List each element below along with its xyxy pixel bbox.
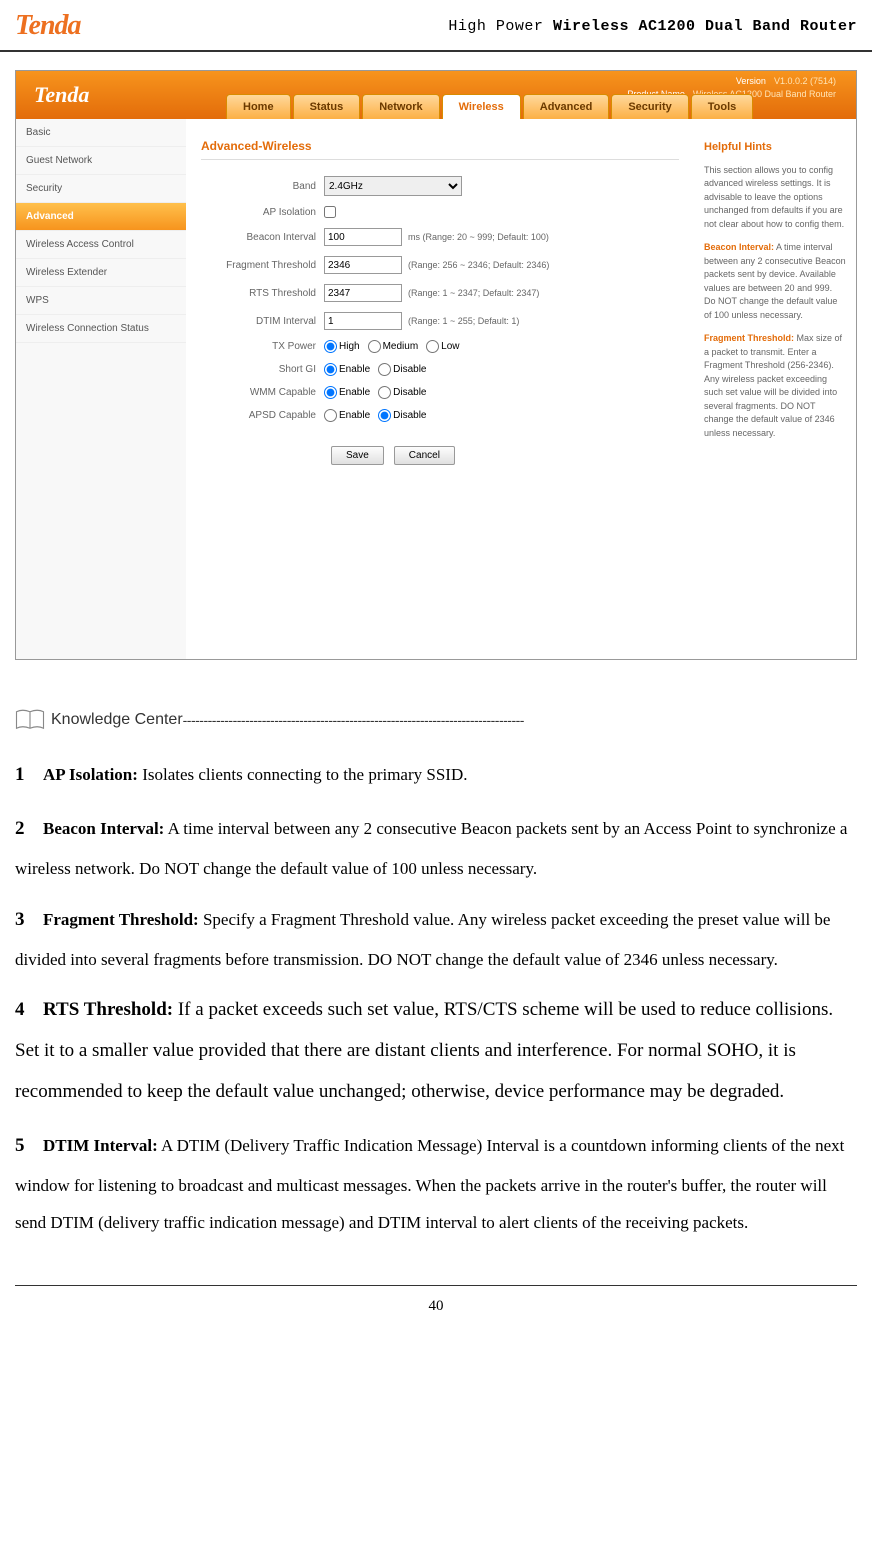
row-fragment: Fragment Threshold (Range: 256 ~ 2346; D… (201, 256, 679, 274)
main-panel: Advanced-Wireless Band 2.4GHz AP Isolati… (186, 119, 694, 659)
tx-label: TX Power (201, 341, 316, 352)
hints-title: Helpful Hints (704, 139, 846, 156)
tx-medium-radio[interactable] (368, 340, 381, 353)
ap-isolation-checkbox[interactable] (324, 206, 336, 218)
sidebar-item-basic[interactable]: Basic (16, 119, 186, 147)
sidebar-item-guest[interactable]: Guest Network (16, 147, 186, 175)
kc-dashes: ----------------------------------------… (183, 712, 524, 728)
dtim-hint: (Range: 1 ~ 255; Default: 1) (408, 316, 519, 326)
kc-list: 1AP Isolation: Isolates clients connecti… (15, 754, 857, 1241)
kc-header: Knowledge Center -----------------------… (15, 708, 857, 732)
kc-item-2: 2Beacon Interval: A time interval betwee… (15, 808, 857, 887)
tab-wireless[interactable]: Wireless (442, 94, 521, 119)
fragment-hint: (Range: 256 ~ 2346; Default: 2346) (408, 260, 549, 270)
tx-high-radio[interactable] (324, 340, 337, 353)
sidebar-item-extender[interactable]: Wireless Extender (16, 259, 186, 287)
tab-network[interactable]: Network (362, 94, 439, 119)
hints-intro: This section allows you to config advanc… (704, 164, 846, 232)
shortgi-enable-radio[interactable] (324, 363, 337, 376)
kc-item-5: 5DTIM Interval: A DTIM (Delivery Traffic… (15, 1125, 857, 1242)
tab-advanced[interactable]: Advanced (523, 94, 610, 119)
row-band: Band 2.4GHz (201, 176, 679, 196)
screenshot-logo: Tenda (34, 82, 89, 108)
fragment-input[interactable] (324, 256, 402, 274)
kc-heading: Knowledge Center (51, 711, 183, 729)
ap-isolation-label: AP Isolation (201, 207, 316, 218)
wmm-enable-radio[interactable] (324, 386, 337, 399)
tab-security[interactable]: Security (611, 94, 688, 119)
wmm-disable-radio[interactable] (378, 386, 391, 399)
sidebar-item-access[interactable]: Wireless Access Control (16, 231, 186, 259)
kc-item-1: 1AP Isolation: Isolates clients connecti… (15, 754, 857, 796)
sidebar-item-advanced[interactable]: Advanced (16, 203, 186, 231)
shortgi-disable-radio[interactable] (378, 363, 391, 376)
kc-item-4: 4RTS Threshold: If a packet exceeds such… (15, 990, 857, 1113)
band-select[interactable]: 2.4GHz (324, 176, 462, 196)
apsd-label: APSD Capable (201, 410, 316, 421)
tab-home[interactable]: Home (226, 94, 291, 119)
screenshot-body: Basic Guest Network Security Advanced Wi… (16, 119, 856, 659)
save-button[interactable]: Save (331, 446, 384, 465)
page-number: 40 (15, 1285, 857, 1335)
knowledge-center: Knowledge Center -----------------------… (0, 678, 872, 1263)
rts-input[interactable] (324, 284, 402, 302)
rts-hint: (Range: 1 ~ 2347; Default: 2347) (408, 288, 539, 298)
dtim-label: DTIM Interval (201, 316, 316, 327)
tab-status[interactable]: Status (293, 94, 361, 119)
button-row: Save Cancel (331, 446, 679, 465)
hints-fragment: Fragment Threshold: Max size of a packet… (704, 332, 846, 440)
sidebar: Basic Guest Network Security Advanced Wi… (16, 119, 186, 659)
row-tx: TX Power High Medium Low (201, 340, 679, 353)
row-beacon: Beacon Interval ms (Range: 20 ~ 999; Def… (201, 228, 679, 246)
wmm-label: WMM Capable (201, 387, 316, 398)
apsd-disable-radio[interactable] (378, 409, 391, 422)
router-screenshot: Tenda VersionV1.0.0.2 (7514) Product Nam… (15, 70, 857, 660)
row-wmm: WMM Capable Enable Disable (201, 386, 679, 399)
hints-panel: Helpful Hints This section allows you to… (694, 119, 856, 659)
shortgi-label: Short GI (201, 364, 316, 375)
row-rts: RTS Threshold (Range: 1 ~ 2347; Default:… (201, 284, 679, 302)
doc-title: High Power Wireless AC1200 Dual Band Rou… (448, 18, 857, 35)
kc-item-3: 3Fragment Threshold: Specify a Fragment … (15, 899, 857, 978)
rts-label: RTS Threshold (201, 288, 316, 299)
sidebar-item-security[interactable]: Security (16, 175, 186, 203)
brand-logo: Tenda (15, 10, 81, 42)
sidebar-item-wps[interactable]: WPS (16, 287, 186, 315)
book-icon (15, 708, 45, 732)
cancel-button[interactable]: Cancel (394, 446, 455, 465)
tx-low-radio[interactable] (426, 340, 439, 353)
beacon-input[interactable] (324, 228, 402, 246)
screenshot-header: Tenda VersionV1.0.0.2 (7514) Product Nam… (16, 71, 856, 119)
row-apsd: APSD Capable Enable Disable (201, 409, 679, 422)
tab-tools[interactable]: Tools (691, 94, 754, 119)
beacon-label: Beacon Interval (201, 232, 316, 243)
apsd-enable-radio[interactable] (324, 409, 337, 422)
band-label: Band (201, 181, 316, 192)
row-shortgi: Short GI Enable Disable (201, 363, 679, 376)
row-dtim: DTIM Interval (Range: 1 ~ 255; Default: … (201, 312, 679, 330)
main-nav: Home Status Network Wireless Advanced Se… (226, 94, 755, 119)
hints-beacon: Beacon Interval: A time interval between… (704, 241, 846, 322)
sidebar-item-connection[interactable]: Wireless Connection Status (16, 315, 186, 343)
row-ap-isolation: AP Isolation (201, 206, 679, 218)
dtim-input[interactable] (324, 312, 402, 330)
fragment-label: Fragment Threshold (201, 260, 316, 271)
doc-header: Tenda High Power Wireless AC1200 Dual Ba… (0, 0, 872, 52)
beacon-hint: ms (Range: 20 ~ 999; Default: 100) (408, 232, 549, 242)
section-title: Advanced-Wireless (201, 139, 679, 160)
